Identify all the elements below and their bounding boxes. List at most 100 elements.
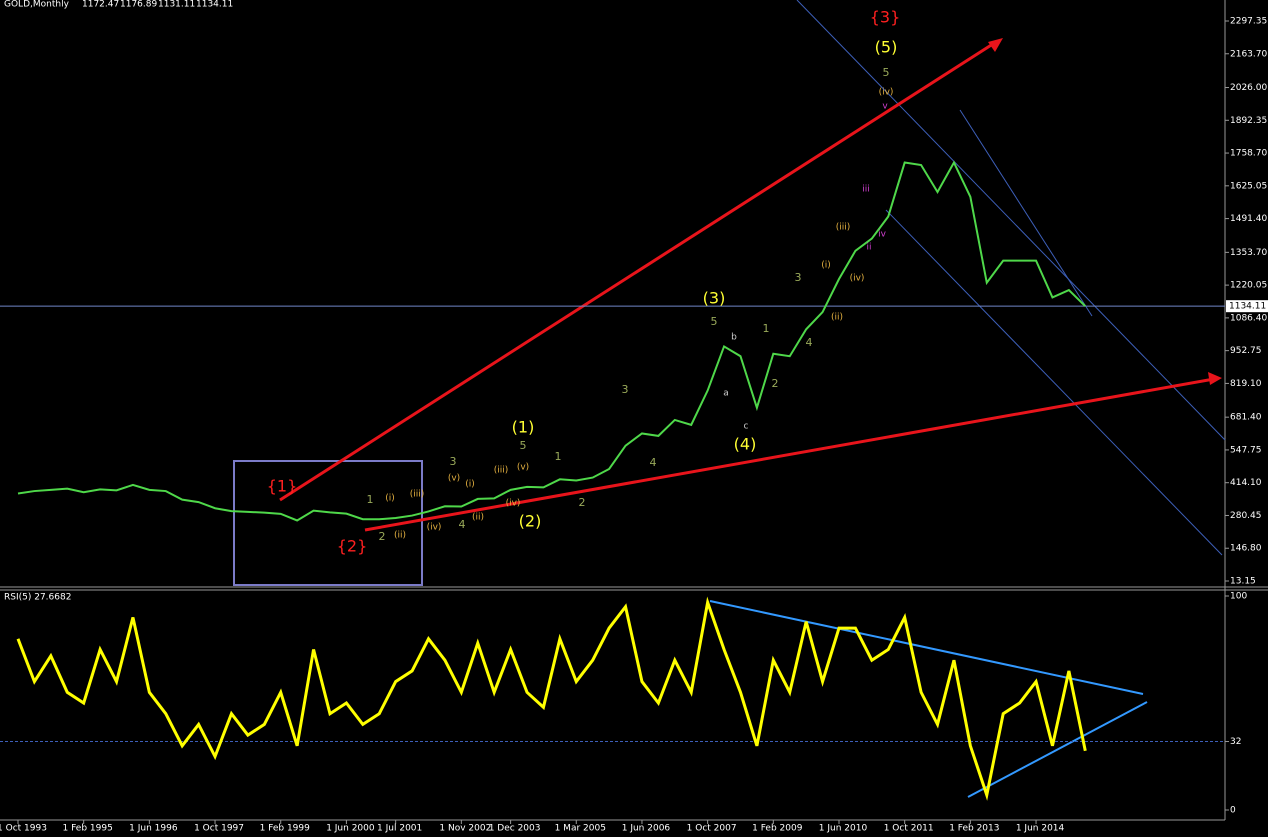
wave-label: (iv) [850,274,865,284]
series-line [16,596,1087,801]
wave-label: 3 [795,271,802,284]
wave-label: 2 [579,496,586,509]
highlight-box [233,460,423,586]
x-tick-label: 1 Feb 2009 [752,824,803,834]
ohlc-value: 1172.47 [82,0,119,10]
wave-label: 3 [450,455,457,468]
x-tick-label: 1 Mar 2005 [555,824,606,834]
y-tick-label: 2026.00 [1230,83,1267,93]
wave-label: 5 [883,66,890,79]
wave-label: (ii) [831,313,843,323]
wave-label: (iv) [879,88,894,98]
y-tick-label: 1086.40 [1230,313,1267,323]
channel-line [796,0,1226,441]
wave-label: 3 [622,383,629,396]
price-label-box [1226,300,1268,313]
indicator-title: RSI(5) 27.6682 [4,593,71,603]
x-tick-label: 1 Feb 1999 [260,824,311,834]
x-tick-label: 1 Jun 2000 [326,824,375,834]
wave-label: (i) [465,480,475,490]
wave-label: ii [866,243,871,253]
x-tick-label: 1 Feb 1995 [63,824,113,834]
trend-arrow [364,377,1215,532]
y-tick-label: 952.75 [1230,346,1262,356]
wave-label: {1} [267,477,298,496]
y-tick-label: 280.45 [1230,511,1262,521]
x-tick-label: 1 Oct 2011 [884,824,934,834]
arrow-head [1208,372,1222,385]
x-tick-label: 1 Jun 2014 [1016,824,1065,834]
y-tick-label: 2297.35 [1230,17,1267,27]
wave-label: a [723,389,729,399]
y-tick-label: 1353.70 [1230,248,1267,258]
wave-label: v [882,102,888,112]
wave-label: 4 [650,456,657,469]
y-tick-label: 32 [1230,737,1241,747]
wave-label: (1) [512,418,535,437]
wave-label: 4 [806,336,813,349]
symbol-title: GOLD,Monthly [4,0,70,10]
y-tick-label: 1625.05 [1230,181,1267,191]
wave-label: (i) [821,261,831,271]
channel-line [959,109,1093,317]
y-tick-label: 414.10 [1230,478,1262,488]
y-tick-label: 1758.70 [1230,149,1267,159]
wave-label: 2 [379,530,386,543]
x-tick-label: 1 Nov 2002 [439,824,491,834]
wave-label: (iv) [506,499,521,509]
wave-label: (ii) [472,513,484,523]
price-label: 1134.11 [1229,302,1266,312]
x-tick-label: 1 Oct 1997 [194,824,244,834]
x-tick-label: 1 Jun 2006 [622,824,671,834]
y-tick-label: 2163.70 [1230,49,1267,59]
wave-label: 2 [772,377,779,390]
ohlc-value: 1131.11 [158,0,195,10]
wave-label: 4 [459,518,466,531]
arrow-head [988,38,1003,52]
y-tick-label: 0 [1230,806,1236,816]
wave-label: (iii) [836,223,851,233]
ohlc-value: 1134.11 [196,0,233,10]
ohlc-value: 1176.89 [120,0,157,10]
wave-label: (3) [703,289,726,308]
wave-label: 1 [555,450,562,463]
wave-label: iii [862,185,870,195]
wave-label: (i) [385,494,395,504]
wave-label: c [744,422,749,432]
wave-label: {2} [337,537,368,556]
wave-label: (v) [448,474,460,484]
x-tick-label: 1 Feb 2013 [949,824,999,834]
x-tick-label: 1 Jun 2010 [819,824,868,834]
wave-label: (5) [875,38,898,57]
x-tick-label: 1 Oct 2007 [687,824,737,834]
y-tick-label: 681.40 [1230,413,1262,423]
wave-label: (ii) [394,531,406,541]
wave-label: iv [878,230,887,240]
y-tick-label: 1220.05 [1230,281,1267,291]
wave-label: (iii) [494,466,509,476]
series-line [17,160,1087,522]
y-tick-label: 547.75 [1230,445,1262,455]
rsi-trendline [967,701,1148,798]
wave-label: 1 [367,493,374,506]
trend-arrow [279,40,997,502]
x-tick-label: 1 Jul 2001 [377,824,422,834]
wave-label: b [731,333,737,343]
wave-label: 1 [763,322,770,335]
channel-line [885,209,1223,556]
wave-label: (iv) [427,523,442,533]
wave-label: (2) [519,512,542,531]
wave-label: (iii) [410,490,425,500]
wave-label: 5 [520,439,527,452]
wave-label: 5 [711,315,718,328]
y-tick-label: 146.80 [1230,544,1262,554]
y-tick-label: 819.10 [1230,379,1262,389]
wave-label: (4) [734,435,757,454]
y-tick-label: 1491.40 [1230,214,1267,224]
x-tick-label: 1 Dec 2003 [489,824,541,834]
wave-label: (v) [517,463,529,473]
wave-label: {3} [870,8,901,27]
